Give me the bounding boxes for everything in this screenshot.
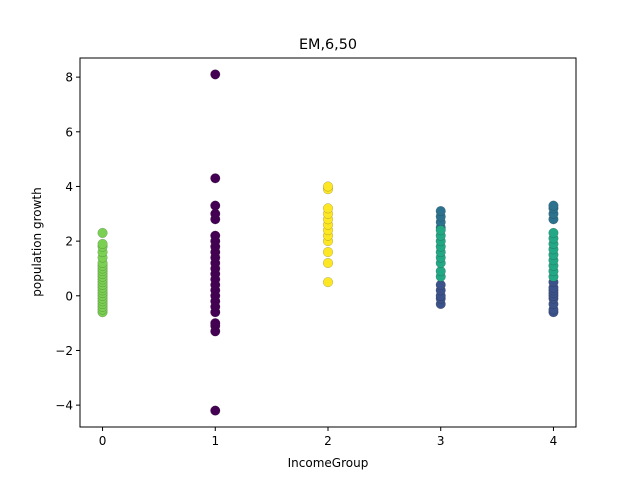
y-axis-title: population growth	[30, 187, 44, 296]
data-point	[210, 200, 221, 211]
data-point	[97, 227, 108, 238]
data-point	[210, 69, 221, 80]
data-point	[548, 227, 559, 238]
data-point	[322, 203, 334, 214]
chart-title: EM,6,50	[299, 37, 357, 53]
data-point	[210, 230, 221, 241]
data-point	[322, 247, 334, 258]
y-tick-label: −4	[55, 399, 73, 413]
x-tick-label: 4	[550, 434, 558, 448]
x-axis-ticks: 0 1 2 3 4	[99, 427, 558, 448]
data-point	[435, 225, 446, 236]
data-point	[210, 173, 221, 184]
data-point	[322, 277, 334, 288]
data-point	[210, 318, 221, 329]
y-tick-label: 4	[65, 180, 73, 194]
data-point	[97, 238, 108, 249]
y-tick-label: 0	[65, 289, 73, 303]
x-axis-title: IncomeGroup	[288, 456, 369, 470]
x-tick-label: 1	[211, 434, 219, 448]
x-tick-label: 2	[324, 434, 332, 448]
y-tick-label: 6	[65, 125, 73, 139]
data-point	[548, 200, 559, 211]
y-tick-label: −2	[55, 344, 73, 358]
data-point	[322, 181, 334, 192]
x-tick-label: 3	[437, 434, 445, 448]
data-point	[435, 206, 446, 217]
y-tick-label: 2	[65, 235, 73, 249]
x-tick-label: 0	[99, 434, 107, 448]
y-axis-ticks: −4 −2 0 2 4 6 8	[55, 71, 80, 413]
y-tick-label: 8	[65, 71, 73, 85]
data-point	[322, 257, 334, 269]
plot-points	[97, 69, 559, 416]
data-point	[210, 405, 221, 416]
